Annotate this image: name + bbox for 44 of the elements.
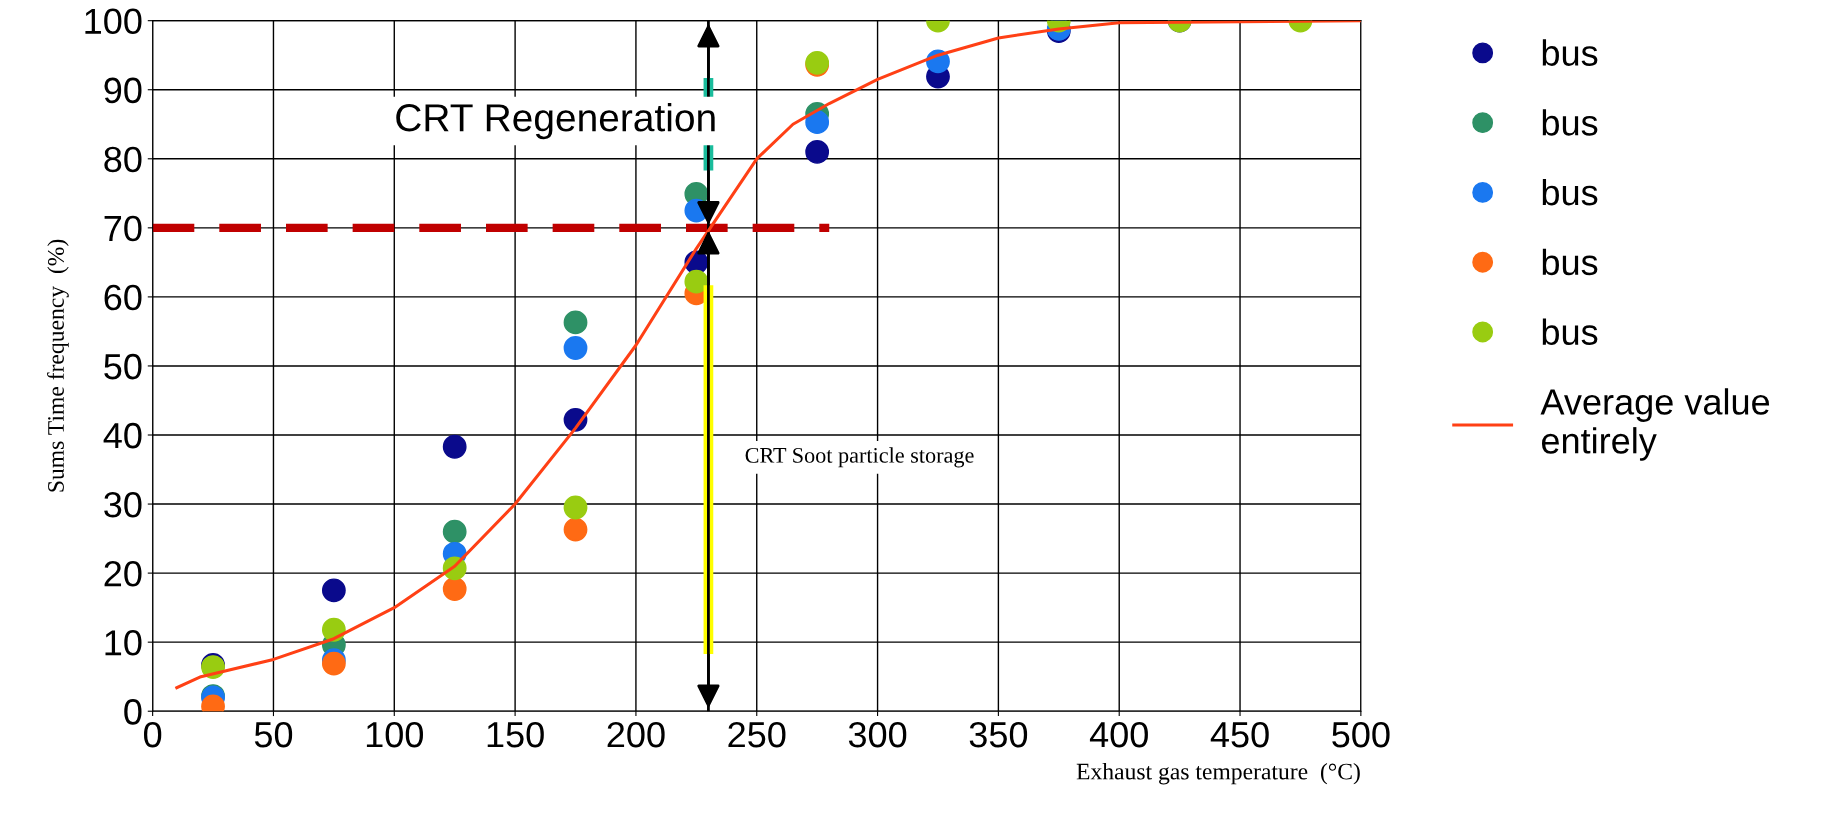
y-tick-label: 100 <box>85 8 142 35</box>
y-tick-label: 10 <box>105 630 142 656</box>
x-tick-label: 0 <box>144 721 162 748</box>
legend-label: bus <box>1542 178 1598 206</box>
x-tick-label: 150 <box>487 721 544 748</box>
y-tick-label: 50 <box>104 353 142 380</box>
point <box>805 110 830 135</box>
x-tick-label: 250 <box>728 721 786 748</box>
legend-label: bus <box>1542 318 1598 345</box>
x-tick-label: 100 <box>366 721 423 748</box>
point <box>563 336 588 360</box>
y-tick-label: 20 <box>104 560 142 587</box>
y-tick-label: 30 <box>104 491 142 518</box>
y-tick-label: 60 <box>104 284 142 311</box>
point <box>684 269 709 294</box>
point <box>563 517 588 542</box>
x-tick-label: 350 <box>969 721 1028 748</box>
point <box>442 519 467 544</box>
x-tick-label: 300 <box>848 721 907 748</box>
y-tick-label: 40 <box>103 422 142 449</box>
y-tick-label: 0 <box>124 699 142 725</box>
annotation: CRT Regeneration <box>396 102 715 140</box>
y-axis-title: Sums Time frequency (%) <box>47 239 69 492</box>
legend-label: Average value entirely <box>1540 388 1770 461</box>
y-tick-label: 80 <box>104 146 142 173</box>
y-tick-label: 70 <box>104 215 142 242</box>
point <box>563 495 588 520</box>
x-tick-label: 450 <box>1210 721 1269 748</box>
x-tick-label: 500 <box>1332 721 1390 748</box>
x-tick-label: 400 <box>1089 721 1148 748</box>
point <box>321 578 346 603</box>
point <box>442 577 467 601</box>
line-series <box>175 20 1361 690</box>
x-tick-label: 50 <box>254 721 293 748</box>
annotation: CRT Soot particle storage <box>745 447 974 468</box>
point <box>442 434 467 459</box>
x-tick-label: 200 <box>607 721 665 748</box>
legend-label: bus <box>1542 248 1598 276</box>
legend-label: bus <box>1542 109 1598 136</box>
y-tick-label: 90 <box>104 77 142 104</box>
x-axis-title: Exhaust gas temperature (°C) <box>1076 762 1360 785</box>
point <box>563 310 588 335</box>
legend-label: bus <box>1542 39 1598 66</box>
point <box>805 139 830 164</box>
